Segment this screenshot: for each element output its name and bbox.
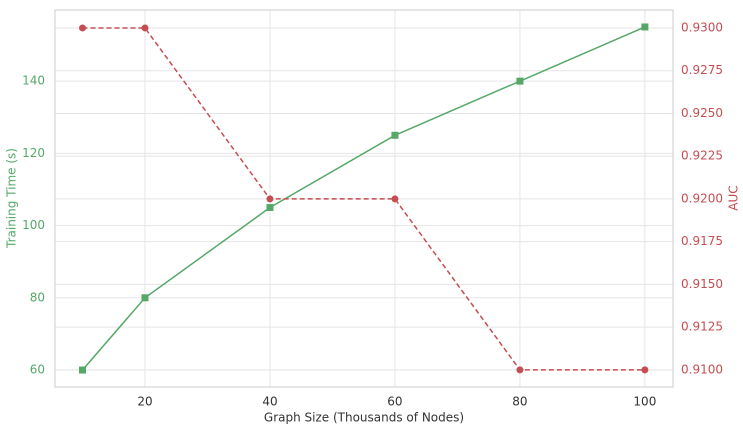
y2-tick-label: 0.9100 <box>681 362 723 376</box>
y2-tick-label: 0.9200 <box>681 191 723 205</box>
marker <box>141 24 149 32</box>
y2-tick-label: 0.9300 <box>681 20 723 34</box>
series-line <box>82 27 645 371</box>
y-tick-label: 120 <box>22 146 45 160</box>
y2-tick-label: 0.9175 <box>681 234 723 248</box>
marker <box>391 195 399 203</box>
y-tick-label: 80 <box>30 290 45 304</box>
series-line <box>81 26 646 371</box>
y2-axis-label: AUC <box>727 185 741 210</box>
marker <box>516 366 524 374</box>
marker <box>78 366 86 374</box>
y2-tick-label: 0.9225 <box>681 149 723 163</box>
y-axis-label: Training Time (s) <box>5 148 19 249</box>
y2-tick-label: 0.9150 <box>681 277 723 291</box>
x-tick-label: 80 <box>512 395 527 409</box>
x-tick-label: 60 <box>387 395 402 409</box>
marker <box>266 195 274 203</box>
y-tick-label: 140 <box>22 74 45 88</box>
x-tick-label: 20 <box>137 395 152 409</box>
marker <box>391 131 399 139</box>
marker <box>641 23 649 31</box>
x-tick-label: 100 <box>633 395 656 409</box>
marker <box>641 366 649 374</box>
y2-tick-label: 0.9125 <box>681 320 723 334</box>
marker <box>141 294 149 302</box>
y-tick-label: 60 <box>30 363 45 377</box>
marker <box>516 77 524 85</box>
y2-tick-label: 0.9275 <box>681 63 723 77</box>
x-axis-label: Graph Size (Thousands of Nodes) <box>264 411 464 425</box>
marker <box>266 204 274 212</box>
y2-tick-label: 0.9250 <box>681 106 723 120</box>
x-tick-label: 40 <box>262 395 277 409</box>
marker <box>78 24 86 32</box>
plot-frame <box>54 9 674 388</box>
y-tick-label: 100 <box>22 218 45 232</box>
